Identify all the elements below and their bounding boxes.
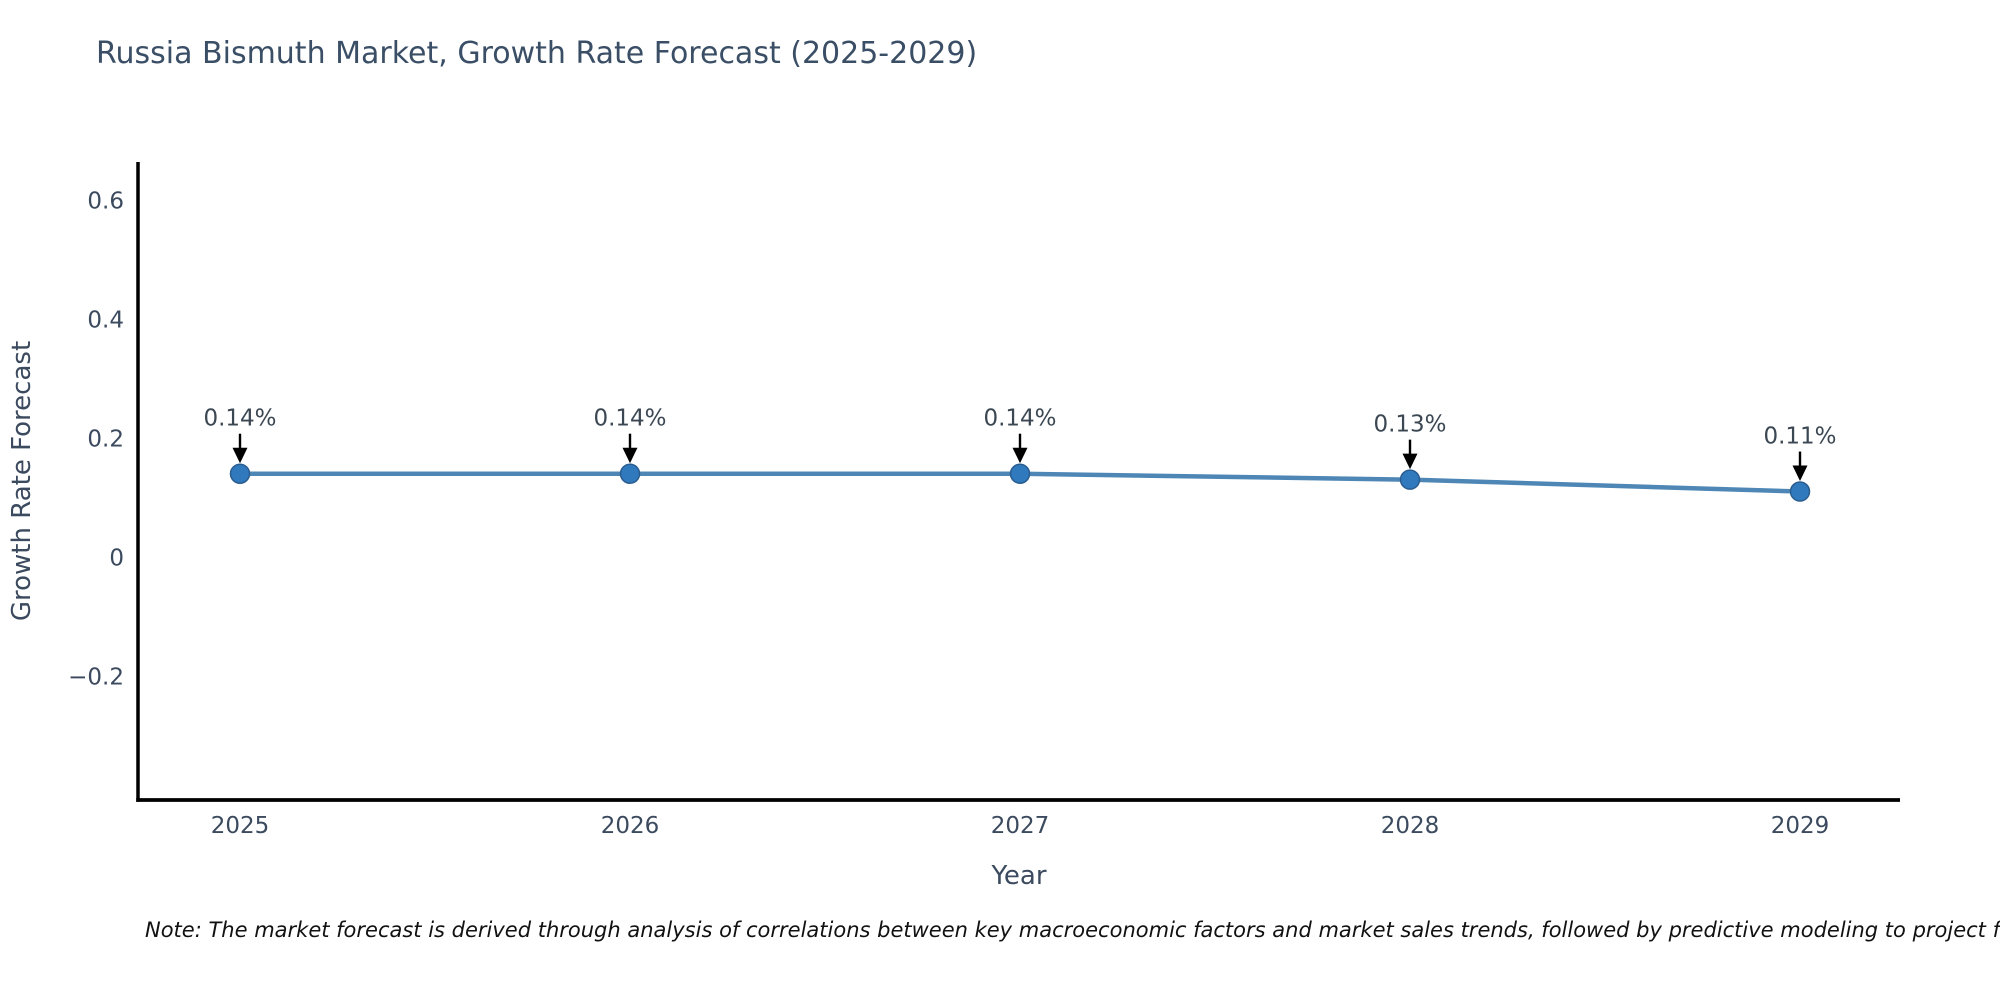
- x-axis-ticks: 2025 2026 2027 2028 2029: [211, 813, 1830, 839]
- annotation-arrowhead-icon: [1402, 453, 1418, 470]
- forecast-line-series: [229, 463, 1811, 502]
- point-value-label: 0.14%: [593, 406, 666, 432]
- x-tick-label: 2025: [211, 813, 270, 839]
- x-tick-label: 2029: [1771, 813, 1830, 839]
- x-tick-label: 2027: [991, 813, 1050, 839]
- data-point-marker: [619, 463, 641, 484]
- point-value-label: 0.13%: [1373, 412, 1446, 438]
- point-value-label: 0.14%: [983, 406, 1056, 432]
- data-point-marker: [229, 463, 251, 484]
- point-value-label: 0.11%: [1763, 424, 1836, 450]
- y-tick-label: 0.4: [87, 308, 124, 334]
- data-point-marker: [1789, 481, 1811, 502]
- y-axis-ticks: 0.6 0.4 0.2 0 −0.2: [68, 189, 124, 691]
- x-tick-label: 2026: [601, 813, 660, 839]
- y-axis-title: Growth Rate Forecast: [7, 341, 37, 621]
- point-annotation: 0.14%: [593, 406, 667, 464]
- annotation-arrowhead-icon: [1792, 465, 1808, 482]
- data-point-marker: [1399, 469, 1421, 490]
- data-point-marker: [1009, 463, 1031, 484]
- y-tick-label: 0.6: [87, 189, 124, 215]
- y-tick-label: 0: [109, 546, 124, 572]
- y-tick-label: −0.2: [68, 665, 124, 691]
- y-tick-label: 0.2: [87, 427, 124, 453]
- annotation-arrowhead-icon: [622, 447, 638, 464]
- methodology-note: Note: The market forecast is derived thr…: [145, 918, 2000, 942]
- point-annotation: 0.13%: [1373, 412, 1447, 470]
- point-annotations: 0.14% 0.14% 0.14% 0.13% 0.11%: [203, 406, 1837, 482]
- point-value-label: 0.14%: [203, 406, 276, 432]
- x-tick-label: 2028: [1381, 813, 1440, 839]
- chart-title: Russia Bismuth Market, Growth Rate Forec…: [96, 36, 978, 71]
- annotation-arrowhead-icon: [1012, 447, 1028, 464]
- point-annotation: 0.11%: [1763, 424, 1837, 482]
- point-annotation: 0.14%: [203, 406, 277, 464]
- x-axis-title: Year: [990, 861, 1046, 891]
- point-annotation: 0.14%: [983, 406, 1057, 464]
- annotation-arrowhead-icon: [232, 447, 248, 464]
